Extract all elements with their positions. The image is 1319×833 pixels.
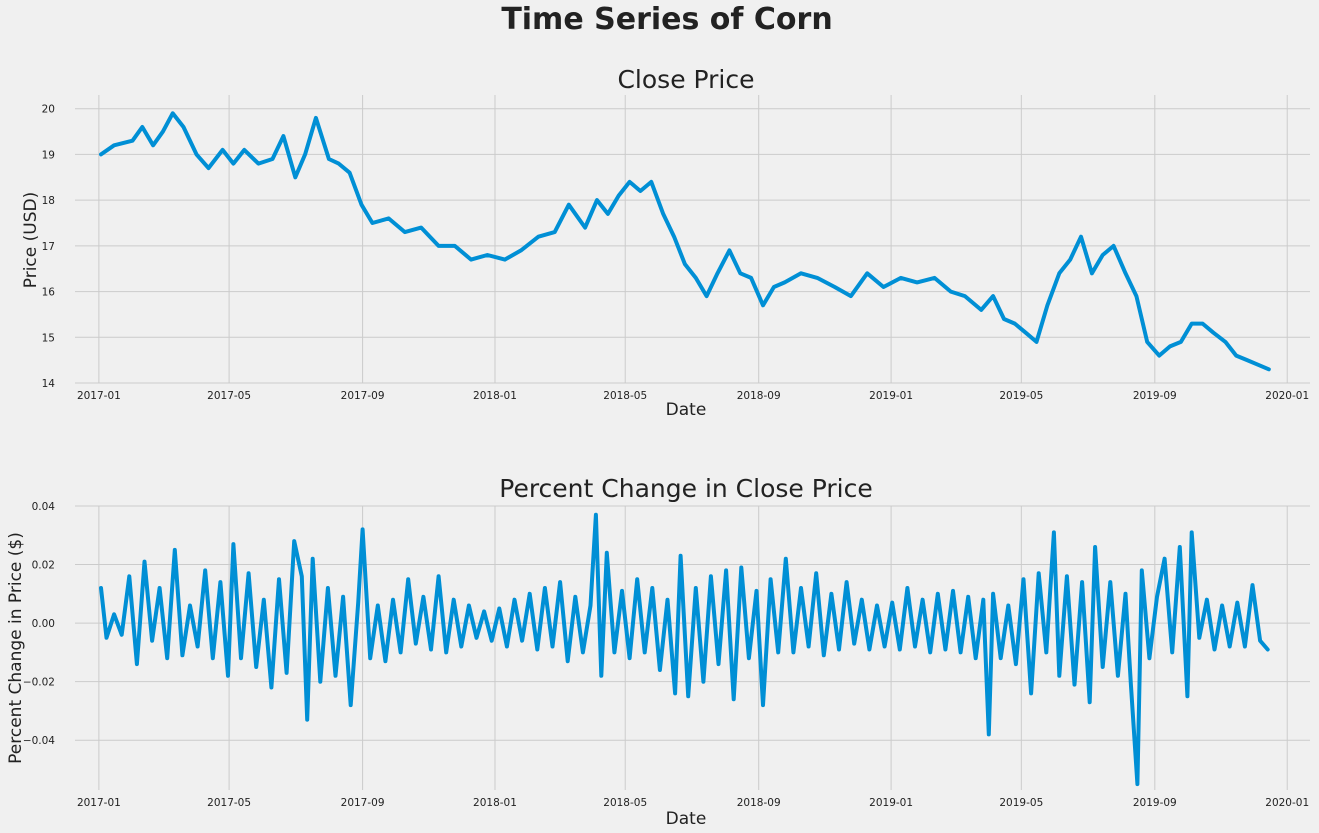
close-price-panel: Close Price Date Price (USD) 2017-01 2017… — [21, 65, 1310, 420]
close-price-xtick-label: 2019-09 — [1133, 390, 1177, 402]
percent-change-xtick-label: 2019-09 — [1133, 797, 1177, 809]
close-price-xtick-label: 2017-01 — [77, 390, 121, 402]
percent-change-title: Percent Change in Close Price — [499, 474, 872, 503]
percent-change-xtick-label: 2018-01 — [473, 797, 517, 809]
percent-change-xtick-label: 2019-01 — [869, 797, 913, 809]
close-price-xtick-label: 2018-09 — [737, 390, 781, 402]
close-price-ylabel: Price (USD) — [21, 192, 41, 288]
close-price-xtick-label: 2018-05 — [603, 390, 647, 402]
close-price-ytick-label: 20 — [42, 104, 55, 116]
close-price-xlabel: Date — [666, 400, 707, 420]
percent-change-ytick-label: 0.00 — [32, 618, 55, 630]
percent-change-xtick-label: 2018-09 — [737, 797, 781, 809]
close-price-xtick-label: 2019-05 — [999, 390, 1043, 402]
percent-change-panel: Percent Change in Close Price Date Perce… — [6, 474, 1310, 829]
close-price-ytick-label: 18 — [42, 195, 55, 207]
percent-change-ytick-label: −0.04 — [23, 735, 55, 747]
close-price-ytick-label: 14 — [42, 378, 56, 390]
close-price-ytick-label: 16 — [42, 287, 56, 299]
close-price-ticks: 2017-01 2017-05 2017-09 2018-01 2018-05 2018-… — [42, 104, 1310, 402]
close-price-ytick-label: 19 — [42, 149, 55, 161]
percent-change-xtick-label: 2018-05 — [603, 797, 647, 809]
percent-change-ytick-label: 0.02 — [32, 560, 55, 572]
percent-change-ytick-label: −0.02 — [23, 677, 55, 689]
percent-change-ytick-label: 0.04 — [32, 501, 56, 513]
percent-change-series-line — [99, 512, 1270, 787]
close-price-grid — [75, 95, 1310, 384]
percent-change-xtick-label: 2019-05 — [999, 797, 1043, 809]
percent-change-xtick-label: 2020-01 — [1265, 797, 1309, 809]
close-price-xtick-label: 2020-01 — [1265, 390, 1309, 402]
percent-change-ylabel: Percent Change in Price ($) — [6, 532, 26, 764]
percent-change-ticks: 2017-01 2017-05 2017-09 2018-01 2018-05 2018-… — [23, 501, 1309, 809]
figure-suptitle: Time Series of Corn — [501, 2, 832, 37]
close-price-xtick-label: 2018-01 — [473, 390, 517, 402]
close-price-ytick-label: 17 — [42, 241, 55, 253]
close-price-xtick-label: 2019-01 — [869, 390, 913, 402]
close-price-series-line — [99, 111, 1271, 372]
close-price-ytick-label: 15 — [42, 332, 55, 344]
percent-change-xtick-label: 2017-09 — [341, 797, 385, 809]
percent-change-xtick-label: 2017-05 — [207, 797, 251, 809]
percent-change-xlabel: Date — [666, 809, 707, 829]
close-price-title: Close Price — [617, 65, 754, 94]
close-price-xtick-label: 2017-09 — [341, 390, 385, 402]
close-price-xtick-label: 2017-05 — [207, 390, 251, 402]
percent-change-xtick-label: 2017-01 — [77, 797, 121, 809]
